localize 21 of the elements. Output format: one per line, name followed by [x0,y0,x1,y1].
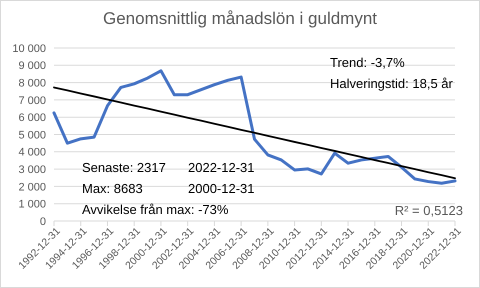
y-tick-label: 4 000 [18,146,46,159]
annotation: 2022-12-31 [188,160,254,175]
annotation: Senaste: 2317 [82,160,166,175]
line-series [52,69,456,185]
annotation: 2000-12-31 [188,181,254,196]
y-tick-label: 10 000 [12,42,46,55]
y-tick-label: 6 000 [18,112,46,124]
annotation: Halveringstid: 18,5 år [330,76,454,91]
y-tick-label: 5 000 [18,129,46,142]
y-tick-label: 0 [40,216,46,228]
y-tick-label: 2 000 [18,181,46,194]
annotation: R² = 0,5123 [394,203,463,218]
annotation: Trend: -3,7% [330,55,406,70]
y-tick-label: 1 000 [18,198,46,211]
annotation: Avvikelse från max: -73% [82,202,229,217]
y-tick-label: 9 000 [18,60,46,72]
annotation: Max: 8683 [82,181,143,196]
y-tick-label: 8 000 [18,77,46,90]
y-tick-label: 3 000 [18,164,46,176]
y-tick-label: 7 000 [18,94,46,107]
chart-title: Genomsnittlig månadslön i guldmynt [102,9,378,28]
